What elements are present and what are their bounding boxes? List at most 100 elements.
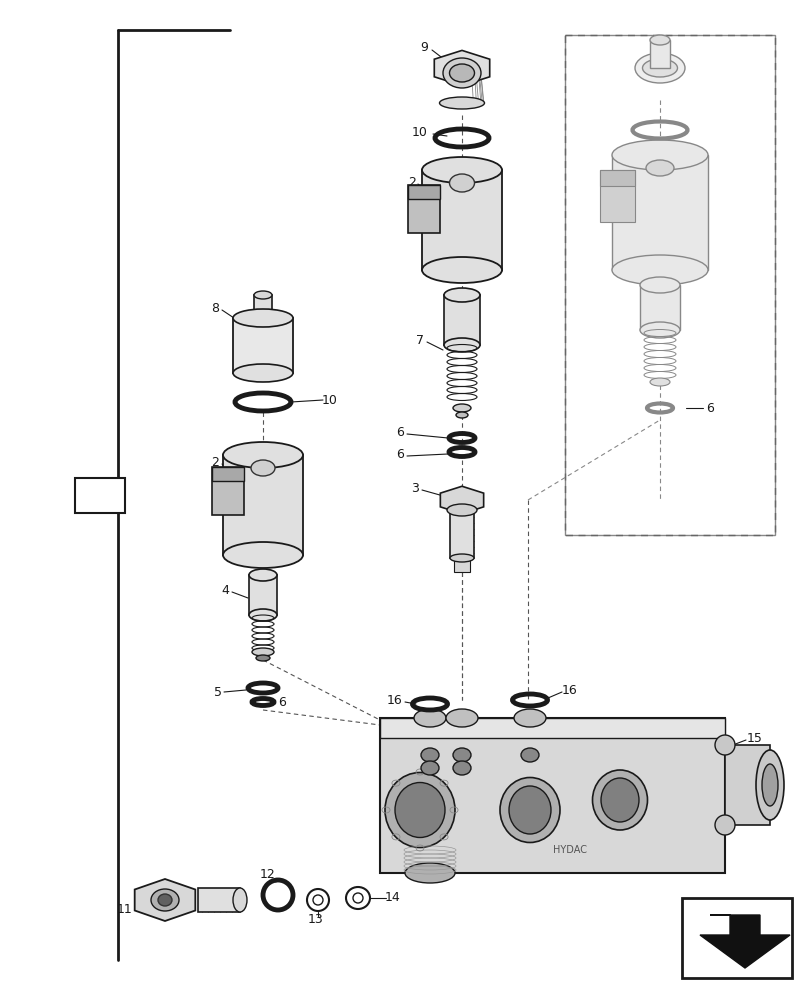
- Text: 8: 8: [211, 302, 219, 314]
- Text: 10: 10: [411, 126, 427, 139]
- Ellipse shape: [649, 378, 669, 386]
- Ellipse shape: [453, 404, 470, 412]
- Text: 6: 6: [396, 448, 403, 460]
- Ellipse shape: [646, 160, 673, 176]
- Bar: [249, 575, 277, 615]
- Ellipse shape: [254, 291, 272, 299]
- Ellipse shape: [422, 257, 501, 283]
- Ellipse shape: [233, 364, 293, 382]
- Bar: [75, 478, 125, 513]
- Bar: [599, 170, 634, 222]
- Ellipse shape: [414, 709, 445, 727]
- Ellipse shape: [639, 322, 679, 338]
- Ellipse shape: [445, 709, 478, 727]
- Bar: [639, 285, 679, 330]
- Ellipse shape: [439, 97, 484, 109]
- Ellipse shape: [449, 64, 474, 82]
- Bar: [449, 513, 474, 558]
- Ellipse shape: [649, 35, 669, 45]
- Text: 6: 6: [706, 401, 713, 414]
- Ellipse shape: [384, 772, 454, 847]
- Text: 4: 4: [221, 584, 229, 596]
- Ellipse shape: [449, 174, 474, 192]
- Bar: [611, 155, 707, 270]
- Ellipse shape: [714, 815, 734, 835]
- Ellipse shape: [223, 542, 303, 568]
- Bar: [649, 40, 669, 68]
- Bar: [254, 295, 272, 317]
- Text: 16: 16: [387, 694, 402, 706]
- Bar: [407, 185, 440, 199]
- Text: 6: 6: [396, 426, 403, 438]
- Ellipse shape: [508, 786, 551, 834]
- Ellipse shape: [714, 735, 734, 755]
- Bar: [380, 718, 724, 738]
- Ellipse shape: [642, 59, 676, 77]
- Ellipse shape: [151, 889, 178, 911]
- Text: 3: 3: [410, 482, 418, 494]
- Ellipse shape: [405, 863, 454, 883]
- Bar: [724, 745, 769, 825]
- Ellipse shape: [449, 554, 474, 562]
- Ellipse shape: [233, 309, 293, 327]
- Text: 10: 10: [322, 393, 337, 406]
- Ellipse shape: [755, 750, 783, 820]
- Bar: [564, 35, 774, 535]
- Polygon shape: [699, 915, 789, 968]
- Ellipse shape: [443, 58, 480, 88]
- Ellipse shape: [611, 140, 707, 170]
- Ellipse shape: [761, 764, 777, 806]
- Ellipse shape: [233, 888, 247, 912]
- Polygon shape: [434, 50, 489, 86]
- Ellipse shape: [420, 761, 439, 775]
- Text: 13: 13: [307, 913, 324, 926]
- Polygon shape: [135, 879, 195, 921]
- Ellipse shape: [158, 894, 172, 906]
- Text: HYDAC: HYDAC: [552, 845, 586, 855]
- Ellipse shape: [420, 748, 439, 762]
- Bar: [453, 560, 470, 572]
- Ellipse shape: [444, 338, 479, 352]
- Text: 7: 7: [415, 334, 423, 347]
- Bar: [422, 170, 501, 270]
- Ellipse shape: [456, 412, 467, 418]
- Bar: [407, 185, 440, 233]
- Text: 1: 1: [96, 488, 104, 502]
- Text: 6: 6: [277, 696, 285, 710]
- Bar: [233, 318, 293, 373]
- Ellipse shape: [639, 277, 679, 293]
- Ellipse shape: [444, 288, 479, 302]
- Text: 12: 12: [260, 868, 276, 881]
- Text: 2: 2: [408, 176, 415, 189]
- Bar: [212, 467, 243, 515]
- Text: 5: 5: [214, 686, 221, 698]
- Ellipse shape: [394, 782, 444, 837]
- Bar: [212, 467, 243, 481]
- Bar: [681, 898, 791, 978]
- Ellipse shape: [446, 504, 476, 516]
- Ellipse shape: [521, 748, 539, 762]
- Ellipse shape: [500, 777, 560, 842]
- Ellipse shape: [251, 648, 273, 656]
- Ellipse shape: [223, 442, 303, 468]
- Ellipse shape: [249, 569, 277, 581]
- Bar: [599, 170, 634, 186]
- Ellipse shape: [251, 460, 275, 476]
- Ellipse shape: [513, 709, 545, 727]
- Ellipse shape: [600, 778, 638, 822]
- Bar: [564, 35, 774, 535]
- Bar: [198, 888, 240, 912]
- Bar: [223, 455, 303, 555]
- Ellipse shape: [249, 609, 277, 621]
- Ellipse shape: [453, 748, 470, 762]
- Ellipse shape: [611, 255, 707, 285]
- Text: 2: 2: [211, 456, 219, 468]
- Text: 16: 16: [561, 684, 577, 696]
- Bar: [444, 295, 479, 345]
- Text: 11: 11: [117, 903, 133, 916]
- Ellipse shape: [634, 53, 684, 83]
- Ellipse shape: [422, 157, 501, 183]
- Polygon shape: [440, 486, 483, 514]
- Ellipse shape: [592, 770, 646, 830]
- Ellipse shape: [453, 761, 470, 775]
